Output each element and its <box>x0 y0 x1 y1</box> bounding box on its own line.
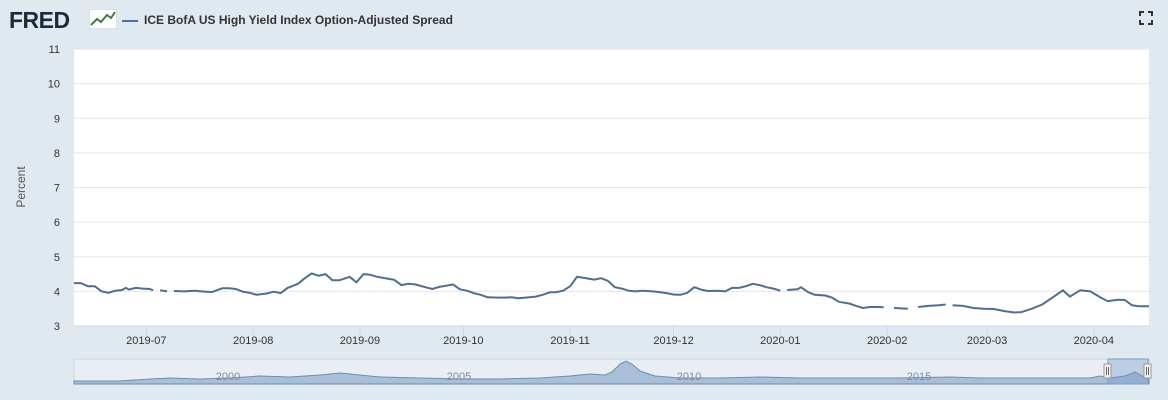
series-line-segment <box>893 307 908 310</box>
chart-header: FRED ICE BofA US High Yield Index Option… <box>0 0 1168 42</box>
x-tick-label: 2019-11 <box>550 335 590 347</box>
navigator-year-labels: 2000 2005 2010 2015 <box>216 371 931 383</box>
fred-logo-text: FRED <box>9 7 70 33</box>
fred-logo[interactable]: FRED <box>9 7 117 34</box>
fred-logo-graph-icon <box>89 9 117 29</box>
x-tick-label: 2020-01 <box>760 335 800 347</box>
x-tick-label: 2019-09 <box>340 335 380 347</box>
y-tick-label: 10 <box>48 79 60 91</box>
navigator-selection[interactable] <box>1107 358 1149 385</box>
navigator-year-label: 2005 <box>447 371 471 383</box>
y-tick-label: 3 <box>54 321 60 333</box>
navigator[interactable]: 2000 2005 2010 2015 <box>73 358 1152 385</box>
series-line-segment <box>173 272 781 300</box>
series-lines <box>74 272 1149 314</box>
legend-swatch <box>122 19 138 22</box>
navigator-year-label: 2000 <box>216 371 240 383</box>
series-line-segment <box>787 286 884 309</box>
series-line-segment <box>74 282 154 294</box>
navigator-left-handle[interactable] <box>1103 363 1112 379</box>
navigator-year-label: 2010 <box>677 371 701 383</box>
navigator-year-label: 2015 <box>907 371 931 383</box>
navigator-right-handle[interactable] <box>1143 363 1152 379</box>
fullscreen-expand-icon[interactable] <box>1139 11 1153 25</box>
x-tick-label: 2019-07 <box>126 335 166 347</box>
legend-label: ICE BofA US High Yield Index Option-Adju… <box>144 13 453 27</box>
x-tick-label: 2019-10 <box>443 335 483 347</box>
series-line-segment <box>952 289 1149 314</box>
y-axis: 3 4 5 6 7 8 9 10 11 <box>48 44 60 333</box>
x-tick-label: 2020-04 <box>1074 335 1114 347</box>
chart-legend[interactable]: ICE BofA US High Yield Index Option-Adju… <box>122 13 453 27</box>
x-tick-label: 2019-08 <box>233 335 273 347</box>
y-tick-label: 4 <box>54 286 60 298</box>
y-tick-label: 5 <box>54 252 60 264</box>
y-tick-label: 7 <box>54 183 60 195</box>
x-axis: 2019-07 2019-08 2019-09 2019-10 2019-11 2019-… <box>74 325 1149 347</box>
series-line-segment <box>918 303 946 308</box>
navigator-area <box>73 360 1150 385</box>
series-line-segment <box>159 289 168 293</box>
y-tick-label: 11 <box>49 44 60 56</box>
x-tick-label: 2019-12 <box>653 335 693 347</box>
x-tick-label: 2020-03 <box>967 335 1007 347</box>
y-axis-label: Percent <box>14 166 28 208</box>
y-tick-label: 6 <box>54 217 60 229</box>
y-tick-label: 9 <box>54 113 60 125</box>
x-tick-label: 2020-02 <box>867 335 907 347</box>
y-tick-label: 8 <box>54 148 60 160</box>
